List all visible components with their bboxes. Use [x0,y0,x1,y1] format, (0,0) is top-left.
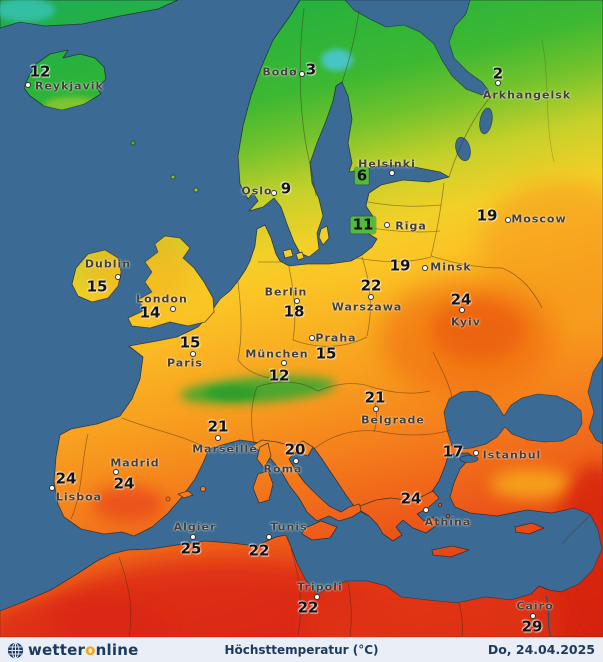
island-funen [295,251,305,261]
caspian-sea [587,355,603,445]
island-mallorca [177,490,194,499]
lake-ladoga [455,136,471,162]
inland-seas [344,0,603,463]
island-orkney [193,187,199,193]
europe-temperature-map [0,0,603,637]
lake-onega [479,107,493,135]
date-label: Do, 24.04.2025 [487,642,595,657]
landmasses [0,0,603,637]
island-zealand [282,248,294,259]
white-sea [344,0,490,96]
island-shetland [170,174,176,180]
map-canvas: 12 Reykjavik 3 Bodø 2 Arkhangelsk 9 Oslo 6 Helsin… [0,0,603,637]
island-ibiza [165,496,171,502]
island-menorca [200,486,206,492]
sea-of-marmara [459,455,479,463]
brand-logo: wetteronline [7,638,139,662]
brand-text-o: o [85,641,96,659]
footer-bar: wetteronline Höchsttemperatur (°C) Do, 2… [0,637,603,662]
island-faroe [130,140,136,146]
country-borders [70,7,591,637]
globe-icon [7,642,24,658]
island-aegean-1 [437,502,442,507]
brand-text-wetter: wetter [28,641,86,659]
black-sea [443,390,583,450]
map-title: Höchsttemperatur (°C) [224,643,379,657]
island-aegean-3 [435,520,439,524]
island-aegean-2 [445,514,450,519]
brand-text-nline: nline [95,641,139,659]
nile-river [545,595,552,637]
